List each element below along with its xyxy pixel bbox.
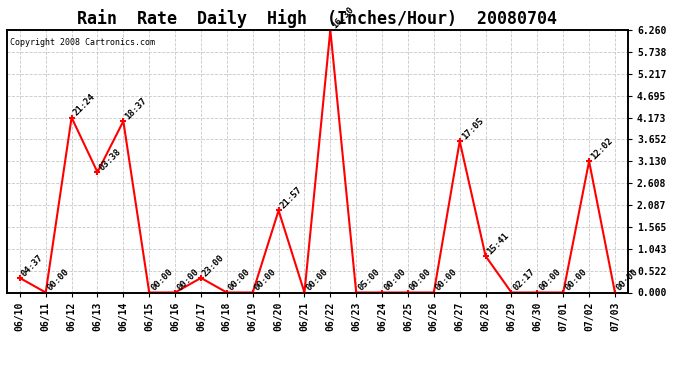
Text: Copyright 2008 Cartronics.com: Copyright 2008 Cartronics.com [10, 38, 155, 47]
Text: 12:02: 12:02 [589, 136, 615, 161]
Text: 00:00: 00:00 [46, 267, 71, 292]
Text: 18:37: 18:37 [124, 96, 149, 121]
Text: 15:41: 15:41 [486, 231, 511, 256]
Text: 23:00: 23:00 [201, 253, 226, 278]
Text: 00:00: 00:00 [538, 267, 563, 292]
Text: 02:17: 02:17 [511, 267, 537, 292]
Text: 17:05: 17:05 [460, 116, 485, 141]
Text: 00:00: 00:00 [227, 267, 253, 292]
Text: 21:24: 21:24 [72, 92, 97, 117]
Text: 21:57: 21:57 [279, 185, 304, 210]
Text: 00:00: 00:00 [175, 267, 201, 292]
Text: 00:00: 00:00 [149, 267, 175, 292]
Title: Rain  Rate  Daily  High  (Inches/Hour)  20080704: Rain Rate Daily High (Inches/Hour) 20080… [77, 9, 558, 28]
Text: 00:00: 00:00 [434, 267, 460, 292]
Text: 00:00: 00:00 [382, 267, 408, 292]
Text: 00:00: 00:00 [253, 267, 278, 292]
Text: 00:00: 00:00 [615, 267, 640, 292]
Text: 03:38: 03:38 [97, 147, 123, 172]
Text: 00:00: 00:00 [304, 267, 330, 292]
Text: 16:30: 16:30 [331, 4, 356, 30]
Text: 05:00: 05:00 [356, 267, 382, 292]
Text: 00:00: 00:00 [408, 267, 433, 292]
Text: 00:00: 00:00 [563, 267, 589, 292]
Text: 04:37: 04:37 [20, 253, 46, 278]
